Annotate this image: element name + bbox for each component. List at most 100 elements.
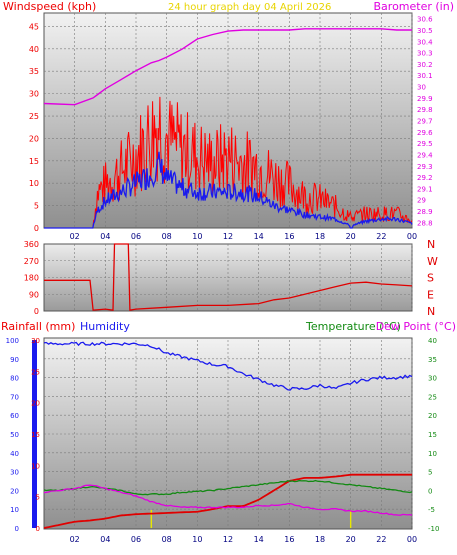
chart-marks: 02 04 06 08 10 12 14 16 18 20 22 000510152025303540… [6,13,439,544]
temperature-y-tick-label: 30 [428,375,437,383]
bottom-x-tick-label: 12 [223,535,233,544]
windspeed-y-tick-label: 15 [29,157,39,166]
temperature-y-tick-label: 0 [428,487,432,495]
temperature-y-tick-label: 10 [428,450,437,458]
humidity-y-tick-label: 0 [15,525,19,533]
direction-y-tick-label: 0 [34,307,39,316]
barometer-y-tick-label: 30.5 [417,27,433,35]
barometer-axis-title: Barometer (in) [374,0,455,13]
temperature-axis-title: Temperature (°C) [305,320,401,333]
humidity-y-tick-label: 20 [10,487,19,495]
windspeed-y-tick-label: 0 [34,224,39,233]
bottom-x-tick-label: 08 [162,535,172,544]
windspeed-y-tick-label: 45 [29,22,39,31]
rainfall-y-tick-label: 10 [31,462,40,470]
rainfall-series-line [43,473,412,529]
wind-x-tick-label: 06 [131,232,141,241]
wind-x-tick-label: 08 [162,232,172,241]
humidity-y-tick-label: 80 [10,375,19,383]
humidity-y-tick-label: 100 [6,337,19,345]
barometer-y-tick-label: 30.6 [417,16,433,24]
temperature-y-tick-label: 25 [428,393,437,401]
temperature-y-tick-label: 35 [428,356,437,364]
dewpoint-series-line [43,484,413,516]
bottom-x-tick-label: 06 [131,535,141,544]
bottom-x-tick-label: 16 [284,535,294,544]
barometer-y-tick-label: 29.6 [417,129,433,137]
windspeed-y-tick-label: 25 [29,112,39,121]
barometer-y-tick-label: 28.9 [417,208,433,216]
wind-x-tick-label: 04 [100,232,110,241]
barometer-y-tick-label: 29.2 [417,174,433,182]
compass-label: E [427,288,434,301]
temperature-y-tick-label: -10 [428,525,439,533]
humidity-y-tick-label: 10 [10,506,19,514]
bottom-x-tick-label: 04 [100,535,110,544]
windspeed-y-tick-label: 35 [29,67,39,76]
barometer-y-tick-label: 29.5 [417,140,433,148]
rainfall-y-tick-label: 20 [31,400,40,408]
barometer-series-line [43,28,412,106]
humidity-y-tick-label: 70 [10,393,19,401]
humidity-axis-title: Humidity [80,320,130,333]
wind-x-tick-label: 10 [192,232,202,241]
barometer-y-tick-label: 28.8 [417,219,433,227]
wind-x-tick-label: 18 [315,232,325,241]
compass-label: N [427,305,435,318]
direction-y-tick-label: 270 [24,257,39,266]
temperature-y-tick-label: 15 [428,431,437,439]
dewpoint-axis-title: Dew Point (°C) [376,320,456,333]
humidity-y-tick-label: 60 [10,412,19,420]
wind-x-tick-label: 20 [346,232,356,241]
bottom-x-tick-label: 18 [315,535,325,544]
windspeed-y-tick-label: 5 [34,202,39,211]
bottom-x-tick-label: 02 [70,535,80,544]
temperature-y-tick-label: 40 [428,337,437,345]
wind-x-tick-label: 14 [254,232,264,241]
bottom-x-tick-label: 20 [346,535,356,544]
humidity-y-tick-label: 50 [10,431,19,439]
direction-y-tick-label: 90 [29,290,39,299]
windspeed-y-tick-label: 40 [29,45,39,54]
temperature-y-tick-label: 20 [428,412,437,420]
wind-x-tick-label: 02 [70,232,80,241]
barometer-y-tick-label: 30 [417,84,426,92]
rainfall-y-tick-label: 0 [36,525,40,533]
barometer-y-tick-label: 30.2 [417,61,433,69]
bottom-x-tick-label: 22 [376,535,386,544]
bottom-x-tick-label: 00 [407,535,417,544]
humidity-y-tick-label: 30 [10,469,19,477]
chart-date: 04 April 2026 [264,2,331,13]
rainfall-axis-bar [32,340,37,528]
compass-label: N [427,238,435,251]
barometer-y-tick-label: 29.7 [417,118,433,126]
barometer-y-tick-label: 29.4 [417,151,433,159]
windspeed-y-tick-label: 10 [29,179,39,188]
bottom-x-tick-label: 14 [254,535,264,544]
rainfall-y-tick-label: 5 [36,494,40,502]
barometer-y-tick-label: 29.3 [417,163,433,171]
wind-x-tick-label: 12 [223,232,233,241]
barometer-y-tick-label: 29.9 [417,95,433,103]
direction-y-tick-label: 360 [24,240,39,249]
rainfall-y-tick-label: 30 [31,337,40,345]
wind-x-tick-label: 16 [284,232,294,241]
barometer-y-tick-label: 30.4 [417,38,433,46]
compass-label: W [427,255,438,268]
barometer-y-tick-label: 29.1 [417,185,433,193]
rainfall-axis-title: Rainfall (mm) [1,320,75,333]
temperature-y-tick-label: 5 [428,469,432,477]
humidity-y-tick-label: 40 [10,450,19,458]
chart-title: 24 hour graph day [168,2,261,13]
compass-label: S [427,272,434,285]
windspeed-average-series-line [44,151,413,229]
barometer-y-tick-label: 29 [417,197,426,205]
barometer-y-tick-label: 30.3 [417,50,433,58]
temperature-y-tick-label: -5 [428,506,435,514]
windspeed-axis-title: Windspeed (kph) [3,0,96,13]
barometer-y-tick-label: 29.8 [417,106,433,114]
direction-y-tick-label: 180 [24,274,39,283]
windspeed-y-tick-label: 30 [29,90,39,99]
rainfall-y-tick-label: 25 [31,368,40,376]
